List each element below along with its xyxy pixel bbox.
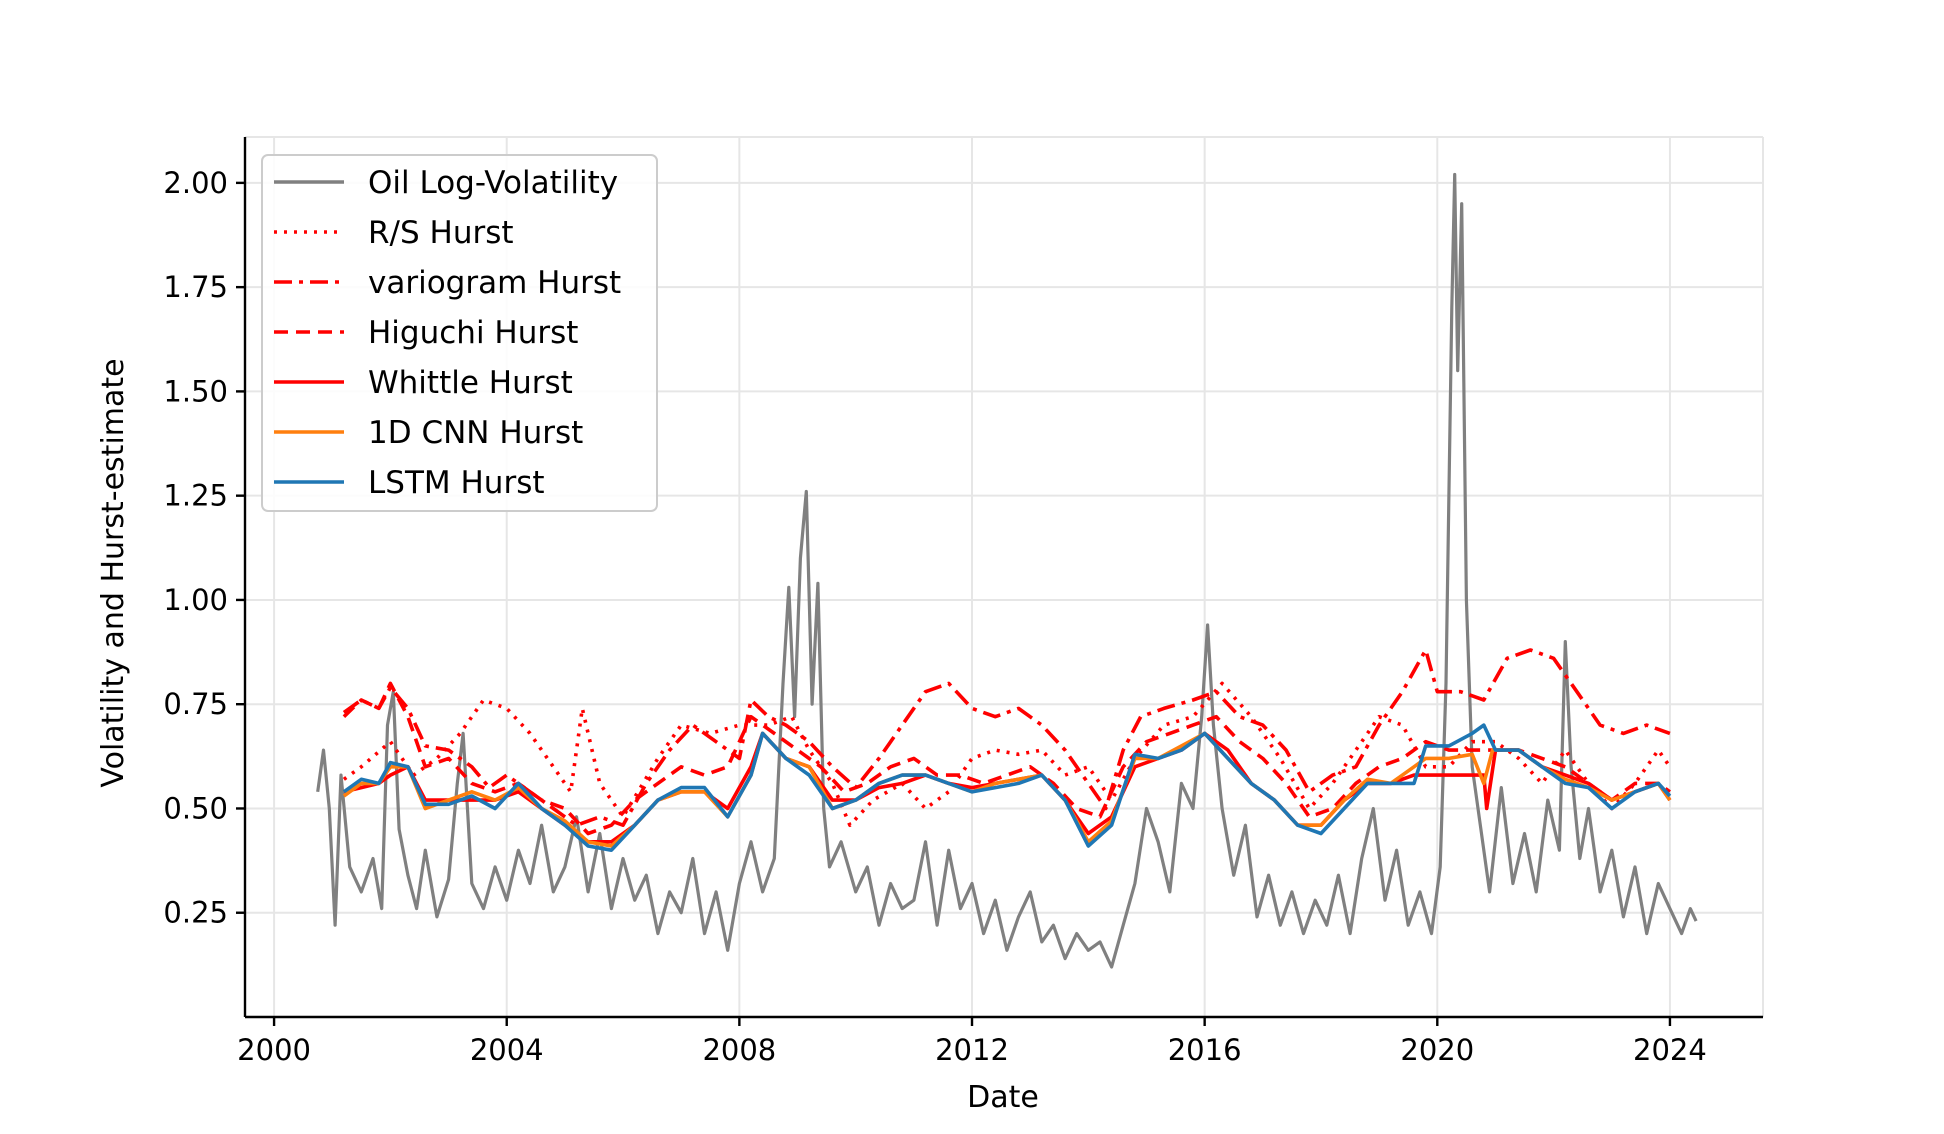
legend-label-4: Whittle Hurst <box>368 365 573 401</box>
legend-label-2: variogram Hurst <box>368 265 621 301</box>
x-tick-label: 2000 <box>237 1033 311 1067</box>
legend-label-0: Oil Log-Volatility <box>368 165 618 201</box>
axes <box>243 137 1763 1019</box>
y-tick-label: 2.00 <box>163 166 228 200</box>
legend: Oil Log-Volatility R/S Hurst variogram Hur… <box>261 154 658 512</box>
y-tick-label: 0.75 <box>163 687 228 721</box>
y-axis-label: Volatility and Hurst-estimate <box>96 358 131 787</box>
x-tick-label: 2012 <box>935 1033 1009 1067</box>
x-tick-label: 2020 <box>1400 1033 1474 1067</box>
x-tick-label: 2004 <box>470 1033 544 1067</box>
series-line-0 <box>316 172 1698 969</box>
x-tick-label: 2024 <box>1633 1033 1707 1067</box>
y-tick-label: 0.50 <box>163 791 228 825</box>
ticks: 2000 2004 2008 2012 2016 2020 2024 0.25 0.50 0.75… <box>163 166 1706 1067</box>
legend-box <box>261 154 658 512</box>
legend-label-5: 1D CNN Hurst <box>368 415 583 451</box>
y-tick-label: 1.50 <box>163 374 228 408</box>
series-line-3 <box>342 681 1671 836</box>
y-tick-label: 1.75 <box>163 270 228 304</box>
legend-label-3: Higuchi Hurst <box>368 315 578 351</box>
series-layer <box>316 172 1698 969</box>
x-tick-label: 2008 <box>702 1033 776 1067</box>
legend-label-1: R/S Hurst <box>368 215 514 251</box>
y-tick-label: 1.25 <box>163 479 228 513</box>
legend-label-6: LSTM Hurst <box>368 465 545 501</box>
x-tick-label: 2016 <box>1168 1033 1242 1067</box>
y-tick-label: 1.00 <box>163 583 228 617</box>
x-axis-label: Date <box>967 1080 1039 1115</box>
series-line-6 <box>342 723 1672 852</box>
y-tick-label: 0.25 <box>163 896 228 930</box>
